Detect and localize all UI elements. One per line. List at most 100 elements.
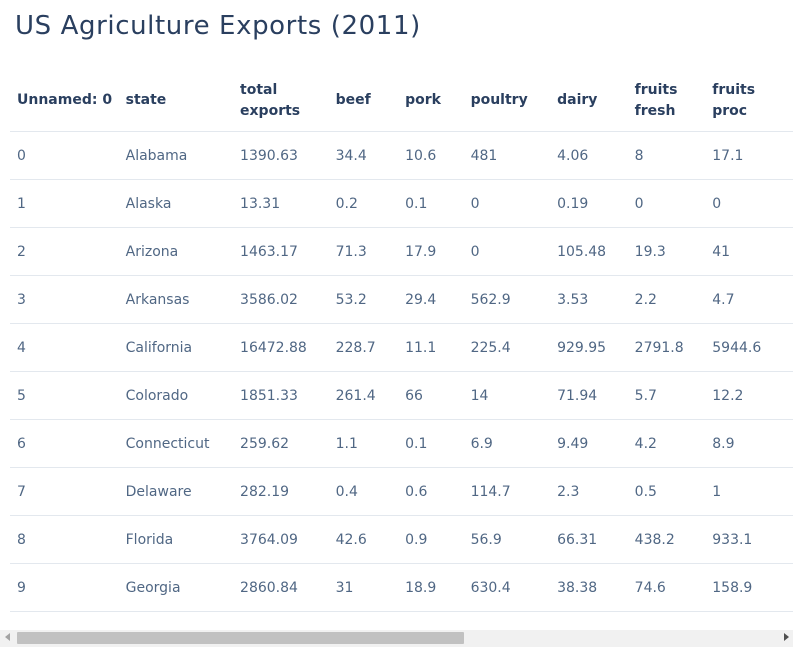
table-row: 4 California 16472.88 228.7 11.1 225.4 929.95 2…: [10, 324, 793, 372]
table-cell: 4.2: [627, 420, 706, 468]
table-cell: Arkansas: [118, 276, 234, 324]
table-cell: 282.19: [233, 468, 329, 516]
table-cell: 1: [10, 180, 119, 228]
column-header: fruits proc: [705, 70, 793, 132]
table-cell: 2.2: [627, 276, 706, 324]
table-cell: 17.1: [705, 132, 793, 180]
column-header: beef: [328, 70, 399, 132]
table-cell: 2791.8: [627, 324, 706, 372]
table-cell: Colorado: [118, 372, 234, 420]
table-row: 0 Alabama 1390.63 34.4 10.6 481 4.06 8 17.1: [10, 132, 793, 180]
table-cell: 29.4: [398, 276, 464, 324]
table-cell: 4.7: [705, 276, 793, 324]
column-header: fruits fresh: [627, 70, 706, 132]
table-cell: 66: [398, 372, 464, 420]
table-cell: 3.53: [550, 276, 628, 324]
table-cell: 6: [10, 420, 119, 468]
table-cell: 3: [10, 276, 119, 324]
table-cell: 8: [10, 516, 119, 564]
table-cell: 0: [627, 180, 706, 228]
table-cell: 4: [10, 324, 119, 372]
column-header: state: [118, 70, 234, 132]
table-row: 9 Georgia 2860.84 31 18.9 630.4 38.38 74.6 158.9: [10, 564, 793, 612]
table-cell: 10.6: [398, 132, 464, 180]
table-cell: 0.9: [398, 516, 464, 564]
table-cell: 11.1: [398, 324, 464, 372]
table-row: 3 Arkansas 3586.02 53.2 29.4 562.9 3.53 2.2 4.7: [10, 276, 793, 324]
table-cell: 261.4: [328, 372, 399, 420]
column-header: total exports: [233, 70, 329, 132]
table-cell: 0: [463, 180, 551, 228]
table-cell: 1390.63: [233, 132, 329, 180]
scrollbar-thumb[interactable]: [17, 632, 464, 644]
table-cell: Connecticut: [118, 420, 234, 468]
table-cell: 6.9: [463, 420, 551, 468]
table-cell: 228.7: [328, 324, 399, 372]
table-cell: 0.6: [398, 468, 464, 516]
data-table: Unnamed: 0 state total exports beef pork poul…: [10, 70, 793, 612]
table-row: 6 Connecticut 259.62 1.1 0.1 6.9 9.49 4.2 8.9: [10, 420, 793, 468]
table-cell: 13.31: [233, 180, 329, 228]
table-cell: 42.6: [328, 516, 399, 564]
table-cell: 38.38: [550, 564, 628, 612]
table-cell: Florida: [118, 516, 234, 564]
page-title: US Agriculture Exports (2011): [15, 11, 421, 41]
table-cell: 0.1: [398, 180, 464, 228]
table-cell: 18.9: [398, 564, 464, 612]
table-cell: 1: [705, 468, 793, 516]
table-cell: Arizona: [118, 228, 234, 276]
scroll-right-arrow-icon[interactable]: [784, 633, 789, 641]
table-cell: 0: [10, 132, 119, 180]
table-cell: 0.2: [328, 180, 399, 228]
table-cell: 933.1: [705, 516, 793, 564]
column-header: dairy: [550, 70, 628, 132]
table-cell: 5944.6: [705, 324, 793, 372]
table-cell: Alaska: [118, 180, 234, 228]
table-row: 2 Arizona 1463.17 71.3 17.9 0 105.48 19.3 41: [10, 228, 793, 276]
table-cell: 17.9: [398, 228, 464, 276]
table-cell: 5: [10, 372, 119, 420]
table-cell: 0.1: [398, 420, 464, 468]
table-cell: 259.62: [233, 420, 329, 468]
table-cell: 562.9: [463, 276, 551, 324]
column-header: pork: [398, 70, 464, 132]
table-cell: 2860.84: [233, 564, 329, 612]
table-cell: 66.31: [550, 516, 628, 564]
table-cell: 438.2: [627, 516, 706, 564]
table-cell: 0.19: [550, 180, 628, 228]
table-cell: 1851.33: [233, 372, 329, 420]
table-header-row: Unnamed: 0 state total exports beef pork poul…: [10, 70, 793, 132]
table-cell: 71.94: [550, 372, 628, 420]
column-header: Unnamed: 0: [10, 70, 119, 132]
table-cell: 1463.17: [233, 228, 329, 276]
table-cell: Georgia: [118, 564, 234, 612]
table-cell: 56.9: [463, 516, 551, 564]
table-cell: 0: [463, 228, 551, 276]
table-cell: 0.4: [328, 468, 399, 516]
table-cell: 16472.88: [233, 324, 329, 372]
table-cell: 8.9: [705, 420, 793, 468]
table-cell: 9.49: [550, 420, 628, 468]
table-cell: 5.7: [627, 372, 706, 420]
table-row: 8 Florida 3764.09 42.6 0.9 56.9 66.31 438.2 933.…: [10, 516, 793, 564]
table-cell: 4.06: [550, 132, 628, 180]
table-row: 1 Alaska 13.31 0.2 0.1 0 0.19 0 0: [10, 180, 793, 228]
table-cell: 8: [627, 132, 706, 180]
table-cell: 31: [328, 564, 399, 612]
table-cell: 71.3: [328, 228, 399, 276]
table-cell: 1.1: [328, 420, 399, 468]
scroll-left-arrow-icon[interactable]: [5, 633, 10, 641]
table-cell: 19.3: [627, 228, 706, 276]
table-cell: 929.95: [550, 324, 628, 372]
horizontal-scrollbar[interactable]: [0, 630, 793, 647]
table-container[interactable]: Unnamed: 0 state total exports beef pork poul…: [0, 70, 793, 630]
table-cell: California: [118, 324, 234, 372]
table-cell: 3586.02: [233, 276, 329, 324]
table-cell: 481: [463, 132, 551, 180]
table-row: 7 Delaware 282.19 0.4 0.6 114.7 2.3 0.5 1: [10, 468, 793, 516]
table-cell: 2.3: [550, 468, 628, 516]
table-cell: Alabama: [118, 132, 234, 180]
table-cell: 14: [463, 372, 551, 420]
table-cell: 74.6: [627, 564, 706, 612]
table-cell: 0.5: [627, 468, 706, 516]
